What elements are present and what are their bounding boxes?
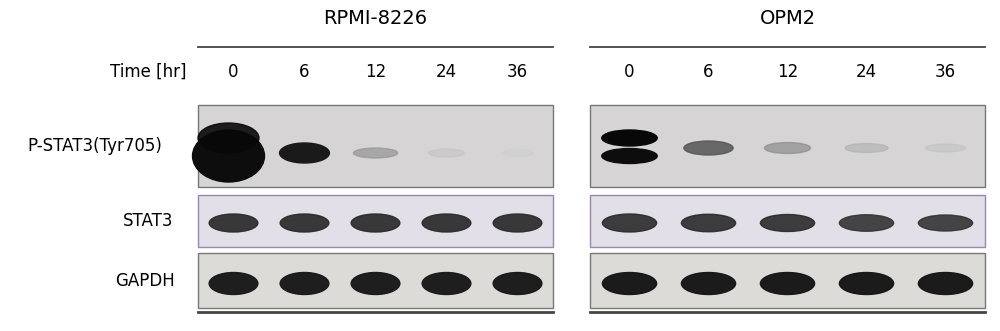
Text: 24: 24 xyxy=(436,63,457,81)
Text: 24: 24 xyxy=(856,63,877,81)
Bar xyxy=(198,253,553,308)
Ellipse shape xyxy=(422,214,471,232)
Ellipse shape xyxy=(681,272,736,295)
Text: 0: 0 xyxy=(624,63,635,81)
Text: 36: 36 xyxy=(935,63,956,81)
Text: 36: 36 xyxy=(507,63,528,81)
Ellipse shape xyxy=(493,214,542,232)
Text: 12: 12 xyxy=(365,63,386,81)
Text: STAT3: STAT3 xyxy=(123,212,173,230)
Ellipse shape xyxy=(422,272,471,295)
Ellipse shape xyxy=(198,123,259,153)
Text: RPMI-8226: RPMI-8226 xyxy=(323,9,428,27)
Ellipse shape xyxy=(602,272,657,295)
Ellipse shape xyxy=(351,214,400,232)
Ellipse shape xyxy=(845,144,888,153)
Bar xyxy=(590,105,985,187)
Text: OPM2: OPM2 xyxy=(759,9,816,27)
Ellipse shape xyxy=(918,272,973,295)
Ellipse shape xyxy=(925,144,966,152)
Text: P-STAT3(Tyr705): P-STAT3(Tyr705) xyxy=(28,137,162,155)
Ellipse shape xyxy=(280,214,329,232)
Ellipse shape xyxy=(918,215,973,231)
Text: GAPDH: GAPDH xyxy=(115,271,175,290)
Ellipse shape xyxy=(209,272,258,295)
Text: 6: 6 xyxy=(299,63,310,81)
Ellipse shape xyxy=(280,143,329,163)
Ellipse shape xyxy=(760,272,815,295)
Ellipse shape xyxy=(602,130,657,146)
Ellipse shape xyxy=(493,272,542,295)
Ellipse shape xyxy=(839,215,894,231)
Text: 6: 6 xyxy=(703,63,714,81)
Ellipse shape xyxy=(353,148,398,158)
Ellipse shape xyxy=(760,214,815,231)
Ellipse shape xyxy=(502,150,533,157)
Ellipse shape xyxy=(681,214,736,232)
Bar xyxy=(590,253,985,308)
Ellipse shape xyxy=(839,272,894,295)
Text: 0: 0 xyxy=(228,63,239,81)
Ellipse shape xyxy=(280,272,329,295)
Ellipse shape xyxy=(351,272,400,295)
Ellipse shape xyxy=(193,130,264,182)
Ellipse shape xyxy=(429,149,464,157)
Bar xyxy=(590,195,985,247)
Text: Time [hr]: Time [hr] xyxy=(110,63,186,81)
Text: 12: 12 xyxy=(777,63,798,81)
Bar xyxy=(198,195,553,247)
Ellipse shape xyxy=(209,214,258,232)
Ellipse shape xyxy=(684,141,733,155)
Ellipse shape xyxy=(602,149,657,164)
Ellipse shape xyxy=(764,143,811,154)
Ellipse shape xyxy=(602,214,657,232)
Bar xyxy=(198,105,553,187)
